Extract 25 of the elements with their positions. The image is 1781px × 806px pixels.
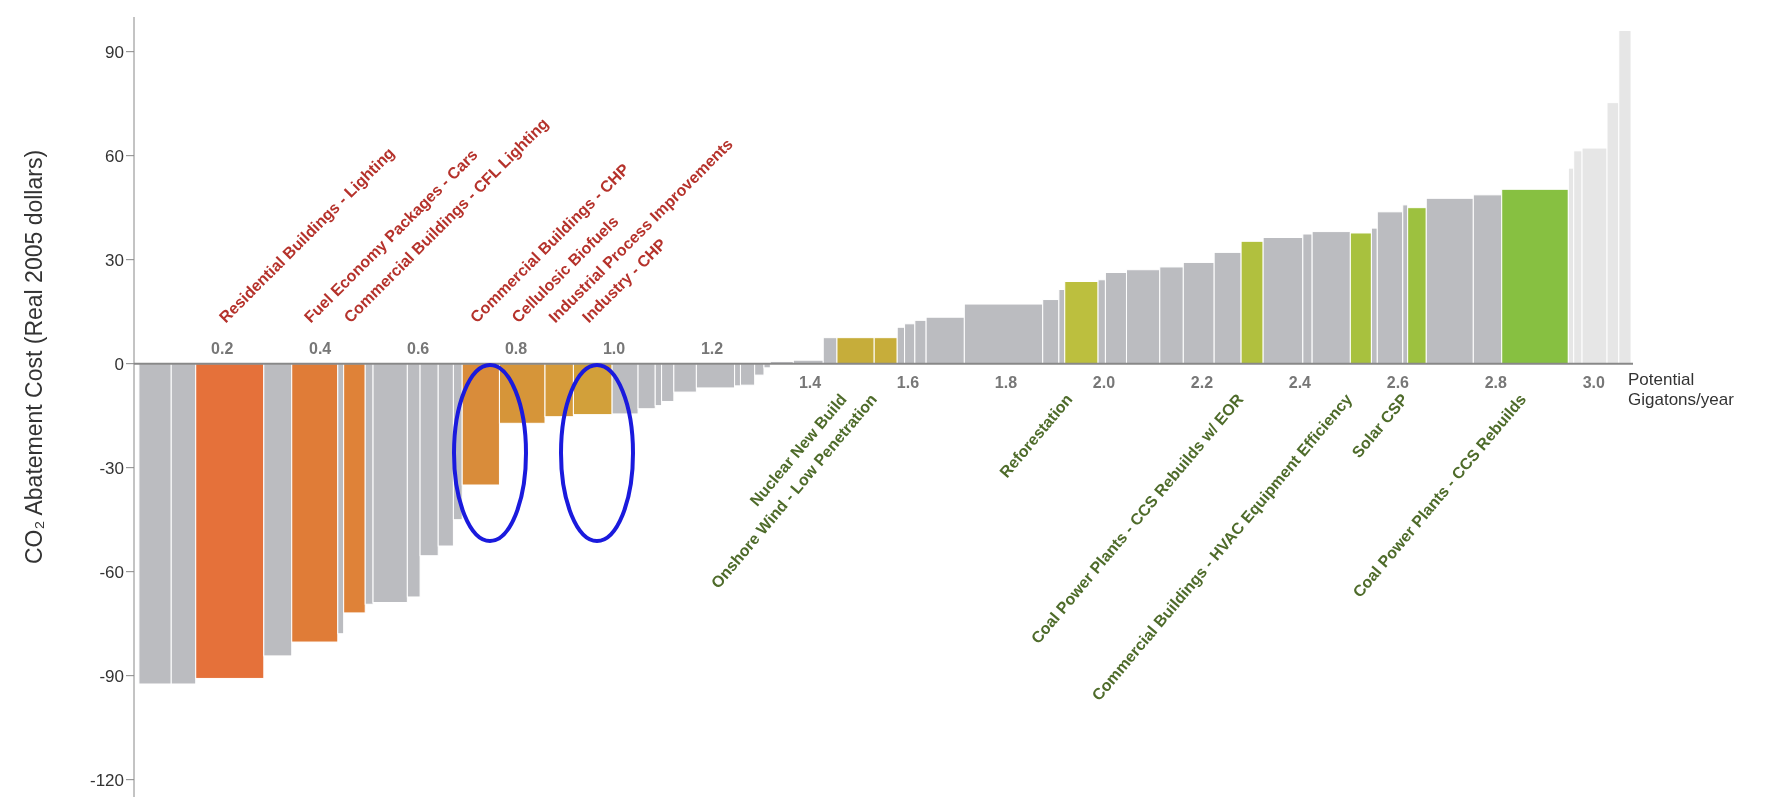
x-tick-label: 1.8 (994, 373, 1018, 391)
y-tick-label: -30 (99, 458, 124, 478)
y-tick-label: 90 (105, 42, 124, 62)
y-tick-label: 30 (105, 250, 124, 270)
y-tick-label: -60 (99, 562, 124, 582)
x-tick-label: 2.0 (1092, 373, 1116, 391)
x-tick-label: 1.4 (798, 373, 822, 391)
y-tick-label: -120 (89, 770, 124, 790)
x-tick-label: 2.4 (1288, 373, 1312, 391)
x-tick-label: 2.2 (1190, 373, 1214, 391)
y-tick-label: -90 (99, 666, 124, 686)
x-tick-label: 2.8 (1484, 373, 1508, 391)
x-axis-title: Potential Gigatons/year (1628, 369, 1735, 410)
x-tick-label: 2.6 (1386, 373, 1410, 391)
x2-tick-label: 1.2 (700, 339, 724, 357)
y-axis-title: CO₂ Abatement Cost (Real 2005 dollars) (21, 149, 47, 565)
x2-tick-label: 0.4 (309, 339, 332, 357)
y-tick-label: 0 (114, 354, 124, 374)
x2-tick-label: 1.0 (602, 339, 626, 357)
y-tick-label: 60 (105, 146, 124, 166)
x2-tick-label: 0.2 (211, 339, 234, 357)
x-tick-label: 1.6 (896, 373, 920, 391)
x-tick-label: 3.0 (1582, 373, 1606, 391)
x2-tick-label: 0.8 (504, 339, 528, 357)
x2-tick-label: 0.6 (407, 339, 430, 357)
